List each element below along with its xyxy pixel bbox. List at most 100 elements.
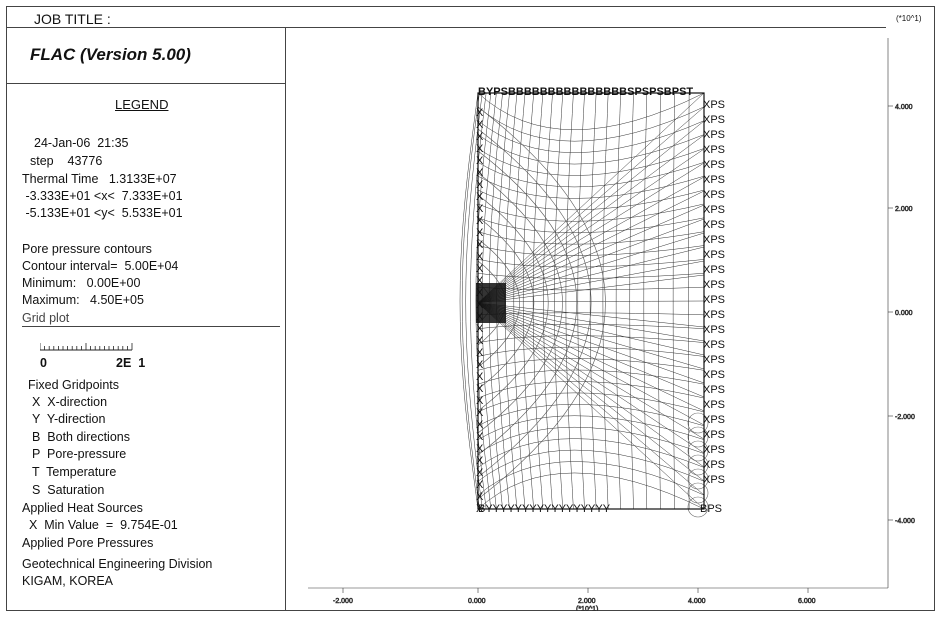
grid-plot-divider [22, 326, 280, 327]
fixed-item-y: Y Y-direction [32, 412, 106, 426]
left-boundary-label: X [476, 491, 484, 503]
left-boundary-label: X [476, 251, 484, 263]
left-boundary-label: X [476, 287, 484, 299]
left-boundary-label: X [476, 335, 484, 347]
right-boundary-label: XPS [703, 234, 725, 246]
left-boundary-label: X [476, 167, 484, 179]
right-boundary-label: XPS [703, 459, 725, 471]
contour-interval: Contour interval= 5.00E+04 [22, 259, 179, 273]
contour-maximum: Maximum: 4.50E+05 [22, 293, 144, 307]
right-boundary-label: XPS [703, 279, 725, 291]
fixed-item-p: P Pore-pressure [32, 447, 127, 461]
heat-sources-title: Applied Heat Sources [22, 501, 143, 515]
right-boundary-label: XPS [703, 219, 725, 231]
job-title: JOB TITLE : [34, 11, 111, 27]
x-tick-label: 2.000 [578, 598, 596, 605]
contour-minimum: Minimum: 0.00E+00 [22, 276, 141, 290]
bottom-boundary-label: BYYYYYYYYYYYYYYYYY [478, 503, 611, 515]
left-boundary-label: X [476, 275, 484, 287]
fixed-gridpoints-title: Fixed Gridpoints [28, 378, 120, 392]
left-boundary-label: X [476, 383, 484, 395]
right-boundary-label: XPS [703, 369, 725, 381]
fixed-item-t: T Temperature [32, 465, 117, 479]
left-boundary-label: X [476, 503, 484, 515]
right-boundary-label: XPS [703, 99, 725, 111]
right-boundary-label: XPS [703, 294, 725, 306]
left-boundary-label: X [476, 215, 484, 227]
right-boundary-label: XPS [703, 159, 725, 171]
scale-end: 2E 1 [116, 356, 146, 370]
pore-pressures-title: Applied Pore Pressures [22, 536, 154, 550]
y-tick-label: -4.000 [895, 518, 915, 525]
y-tick-label: 0.000 [895, 310, 913, 317]
right-boundary-label: XPS [703, 324, 725, 336]
right-boundary-label: XPS [703, 429, 725, 441]
right-boundary-label: XPS [703, 144, 725, 156]
heat-sources-min: X Min Value = 9.754E-01 [22, 518, 178, 532]
left-boundary-label: X [476, 131, 484, 143]
left-boundary-label: X [476, 479, 484, 491]
x-unit-label: (*10^1) [576, 606, 598, 611]
right-boundary-label: XPS [703, 129, 725, 141]
right-boundary-label: XPS [703, 474, 725, 486]
x-tick-label: 4.000 [688, 598, 706, 605]
left-boundary-label: X [476, 263, 484, 275]
left-boundary-label: X [476, 455, 484, 467]
left-boundary-label: X [476, 395, 484, 407]
right-boundary-label: XPS [703, 264, 725, 276]
right-boundary-label: XPS [703, 354, 725, 366]
title-bar [6, 6, 886, 28]
legend-panel [6, 28, 286, 611]
source-region [476, 283, 506, 323]
right-boundary-label: XPS [703, 309, 725, 321]
scale-start: 0 [40, 356, 47, 370]
left-boundary-label: X [476, 179, 484, 191]
right-boundary-label: XPS [703, 204, 725, 216]
top-boundary-label: BYPSBBBBBBBBBBBBBBBSPSPSBPST [478, 86, 693, 98]
right-unit-label: (*10^1) [896, 14, 922, 23]
right-boundary-label: XPS [703, 414, 725, 426]
grid-plot: BYPSBBBBBBBBBBBBBBBSPSPSBPST BYYYYYYYYYYY… [308, 38, 915, 611]
left-boundary-label: X [476, 467, 484, 479]
program-name: FLAC (Version 5.00) [30, 45, 191, 64]
x-tick-label: 0.000 [468, 598, 486, 605]
grid-plot-label: Grid plot [22, 311, 70, 325]
left-boundary-label: X [476, 299, 484, 311]
legend-thermal-time: Thermal Time 1.3133E+07 [22, 172, 177, 186]
left-boundary-label: X [476, 371, 484, 383]
right-boundary-label: XPS [703, 399, 725, 411]
legend-step: step 43776 [30, 154, 103, 168]
left-boundary-label: X [476, 323, 484, 335]
right-boundary-label: XPS [703, 189, 725, 201]
program-box [6, 28, 286, 84]
legend-x-range: -3.333E+01 <x< 7.333E+01 [22, 189, 183, 203]
y-tick-label: 2.000 [895, 206, 913, 213]
left-boundary-label: X [476, 191, 484, 203]
contours-title: Pore pressure contours [22, 242, 152, 256]
left-boundary-label: X [476, 107, 484, 119]
left-boundary-label: X [476, 227, 484, 239]
right-boundary-label: XPS [703, 174, 725, 186]
left-boundary-label: X [476, 311, 484, 323]
left-boundary-label: X [476, 143, 484, 155]
division-name: Geotechnical Engineering Division [22, 557, 213, 571]
left-boundary-label: X [476, 239, 484, 251]
x-tick-label: 6.000 [798, 598, 816, 605]
left-boundary-label: X [476, 431, 484, 443]
bottom-right-label: BPS [700, 503, 722, 515]
legend-date: 24-Jan-06 21:35 [34, 136, 129, 150]
organization-name: KIGAM, KOREA [22, 574, 113, 588]
left-boundary-label: X [476, 407, 484, 419]
y-tick-label: -2.000 [895, 414, 915, 421]
scale-ruler [40, 343, 133, 351]
right-boundary-label: XPS [703, 249, 725, 261]
right-boundary-label: XPS [703, 384, 725, 396]
left-boundary-label: X [476, 419, 484, 431]
left-boundary-label: X [476, 443, 484, 455]
figure-frame [6, 6, 935, 611]
right-boundary-label: XPS [703, 114, 725, 126]
left-boundary-label: X [476, 347, 484, 359]
legend-title: LEGEND [115, 97, 169, 112]
right-boundary-label: XPS [703, 444, 725, 456]
left-boundary-label: X [476, 359, 484, 371]
